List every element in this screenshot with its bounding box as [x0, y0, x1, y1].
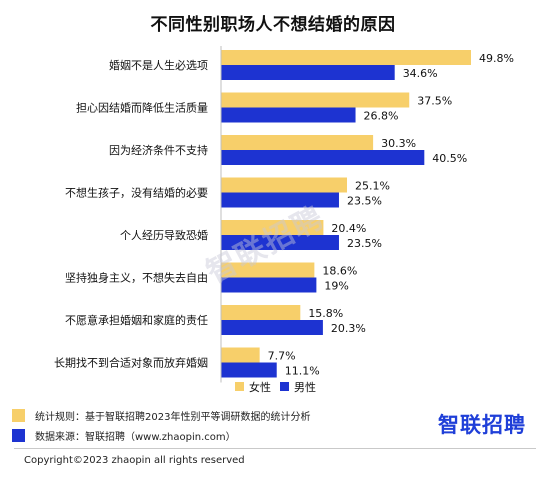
footnote-data-source: 数据来源：智联招聘（www.zhaopin.com）: [12, 428, 236, 443]
category-label: 因为经济条件不支持: [109, 143, 208, 157]
male-bar: [221, 277, 317, 293]
data-label: 25.1%: [355, 180, 390, 193]
female-bar: [221, 135, 374, 150]
category-label: 个人经历导致恐婚: [120, 228, 208, 242]
data-label: 26.8%: [364, 110, 399, 123]
category-label: 长期找不到合适对象而放弃婚姻: [54, 356, 208, 370]
male-bar: [221, 65, 395, 80]
legend-swatch-female: [235, 382, 244, 391]
female-bar: [221, 177, 348, 193]
male-bar: [221, 107, 356, 123]
legend-label: 女性: [249, 380, 271, 394]
footnote-stats-rule: 统计规则：基于智联招聘2023年性别平等调研数据的统计分析: [12, 408, 310, 423]
data-label: 19%: [324, 280, 348, 293]
female-bar: [221, 305, 301, 320]
data-label: 49.8%: [479, 52, 514, 65]
male-bar: [221, 235, 339, 250]
copyright-text: Copyright©2023 zhaopin all rights reserv…: [24, 455, 245, 466]
footer-divider: [14, 448, 536, 449]
data-label: 18.6%: [322, 265, 357, 278]
category-label: 担心因结婚而降低生活质量: [76, 101, 208, 115]
data-label: 23.5%: [347, 195, 382, 208]
male-bar: [221, 150, 425, 165]
legend-swatch-male: [280, 382, 289, 391]
legend-label: 男性: [294, 380, 316, 394]
data-label: 7.7%: [268, 350, 296, 363]
data-label: 20.4%: [331, 222, 366, 235]
data-label: 40.5%: [432, 152, 467, 165]
category-label: 坚持独身主义，不想失去自由: [65, 271, 208, 285]
data-label: 15.8%: [308, 307, 343, 320]
female-bar: [221, 50, 471, 65]
data-label: 37.5%: [417, 95, 452, 108]
female-bar: [221, 347, 260, 363]
data-label: 30.3%: [381, 137, 416, 150]
bar-chart: 婚姻不是人生必选项 49.8% 34.6% 担心因结婚而降低生活质量 37.5% 26.8…: [54, 46, 514, 394]
female-swatch-icon: [12, 409, 25, 422]
data-label: 11.1%: [285, 365, 320, 378]
male-bar: [221, 192, 339, 208]
footnote-stats-rule-text: 统计规则：基于智联招聘2023年性别平等调研数据的统计分析: [35, 412, 311, 423]
category-label: 不愿意承担婚姻和家庭的责任: [65, 313, 208, 327]
male-swatch-icon: [12, 429, 25, 442]
category-label: 不想生孩子，没有结婚的必要: [65, 186, 208, 200]
data-label: 20.3%: [331, 322, 366, 335]
data-label: 34.6%: [403, 67, 438, 80]
female-bar: [221, 262, 315, 278]
brand-logo: 智联招聘: [438, 413, 526, 437]
footnote-data-source-text: 数据来源：智联招聘（www.zhaopin.com）: [35, 432, 236, 443]
category-label: 婚姻不是人生必选项: [109, 58, 208, 72]
female-bar: [221, 92, 410, 108]
chart-title: 不同性别职场人不想结婚的原因: [150, 15, 396, 35]
data-label: 23.5%: [347, 237, 382, 250]
female-bar: [221, 220, 324, 235]
male-bar: [221, 320, 323, 335]
male-bar: [221, 362, 277, 378]
